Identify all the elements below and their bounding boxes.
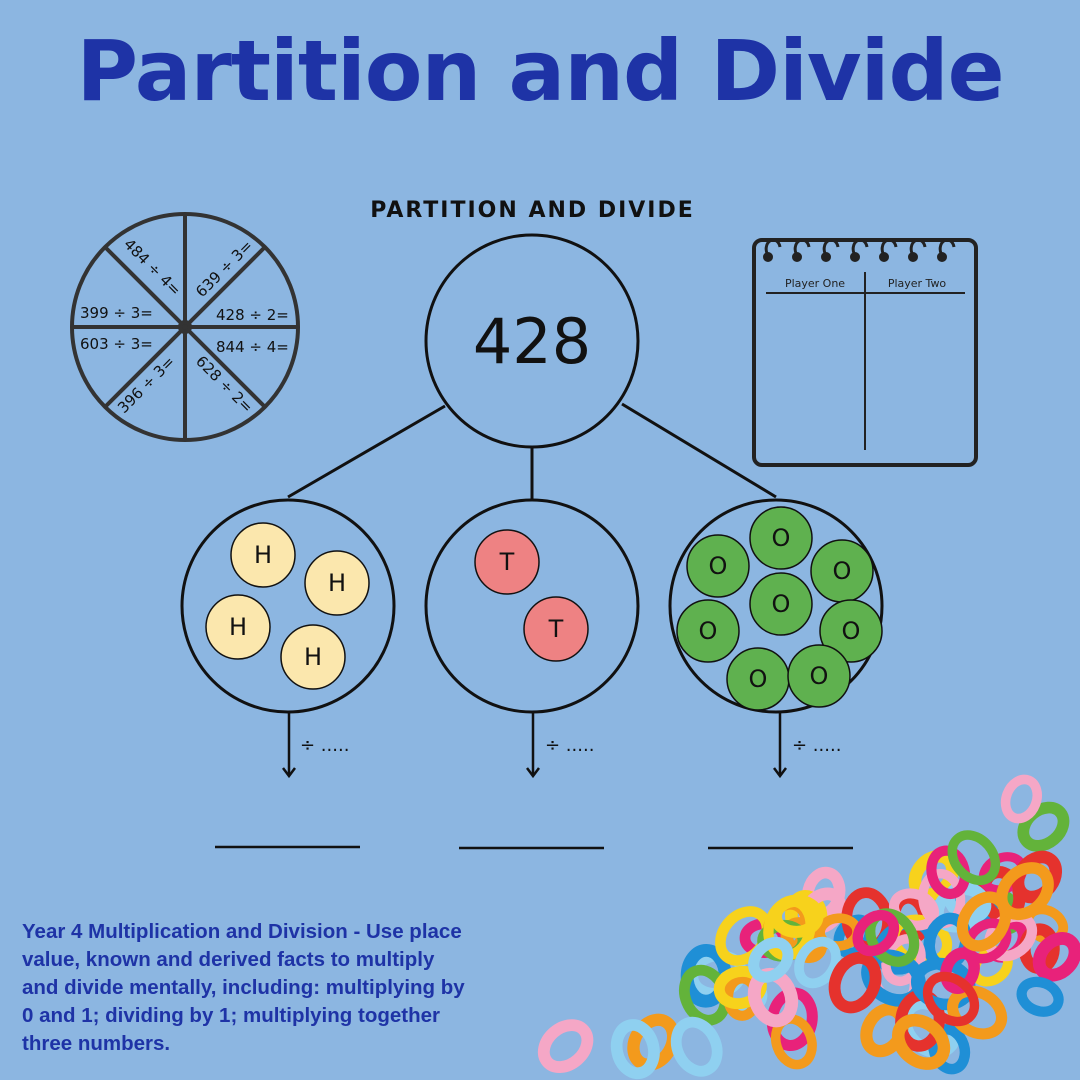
wooden-number-shape [769,894,824,938]
hundreds-counter [230,522,296,588]
ones-counter-label: O [699,617,718,645]
ones-counter [676,599,740,663]
wheel-segment: 428 ÷ 2= [216,306,289,324]
ones-counter [749,506,813,570]
divide-prompt: ÷ ..... [545,735,594,756]
wooden-number-shape [794,936,841,989]
ones-counter-label: O [709,552,728,580]
diagram-heading: PARTITION AND DIVIDE [370,198,695,223]
ones-counter-label: O [772,524,791,552]
wheel-segment: 399 ÷ 3= [80,304,153,322]
wooden-number-shape [1017,801,1070,852]
wooden-number-shape [995,862,1054,921]
ones-counter-label: O [810,662,829,690]
wheel-segment: 603 ÷ 3= [80,335,153,353]
wooden-number-shape [922,971,980,1027]
wooden-number-shape [748,936,794,983]
hundreds-counter [304,550,370,616]
wooden-number-shape [892,1013,951,1070]
number-pile-image [537,774,1080,1080]
divide-prompt: ÷ ..... [792,735,841,756]
hundreds-counter-label: H [304,643,322,671]
tens-counter-label: T [499,548,515,576]
wheel-segment: 844 ÷ 4= [216,338,289,356]
wooden-number-shape [610,1019,660,1080]
wheel-segment: 396 ÷ 3= [114,353,178,417]
wooden-number-shape [1000,774,1042,824]
divide-prompt: ÷ ..... [300,735,349,756]
wooden-number-shape [627,1013,680,1071]
tens-counter [474,529,540,595]
ones-counter-label: O [842,617,861,645]
wooden-number-shape [1032,932,1080,982]
tens-circle [424,498,640,714]
ones-counter-label: O [749,665,768,693]
page-title: Partition and Divide [76,22,1004,120]
column-player-one: Player One [785,277,845,290]
hundreds-counter [205,594,271,660]
wheel-segment: 639 ÷ 3= [192,237,256,301]
ones-counter [787,644,851,708]
ones-counter [819,599,883,663]
tens-counter-label: T [548,615,564,643]
wooden-number-shape [670,1016,723,1077]
ones-counter-label: O [833,557,852,585]
curriculum-objective: Year 4 Multiplication and Division - Use… [22,920,465,1055]
score-notepad: Player One Player Two [752,238,978,467]
hundreds-counter-label: H [229,613,247,641]
wooden-number-shape [1016,976,1064,1017]
wheel-segment: 484 ÷ 4= [120,235,184,299]
hundreds-counter-label: H [254,541,272,569]
root-number: 428 [473,305,591,378]
wooden-number-shape [947,985,1008,1040]
wooden-number-shape [852,909,900,957]
ones-counter [749,572,813,636]
column-player-two: Player Two [888,277,947,290]
wooden-number-shape [537,1019,594,1073]
arrows [215,712,853,850]
wooden-number-shape [828,951,882,1014]
ones-counter [686,534,750,598]
tens-counter [523,596,589,662]
ones-counter-label: O [772,590,791,618]
hundreds-counter-label: H [328,569,346,597]
wheel-segment: 628 ÷ 2= [192,352,256,416]
hundreds-counter [280,624,346,690]
wooden-number-shape [947,830,1001,886]
ones-circle [668,498,884,714]
division-spinner-wheel [70,212,300,442]
spiral-binding-icon [764,238,956,256]
